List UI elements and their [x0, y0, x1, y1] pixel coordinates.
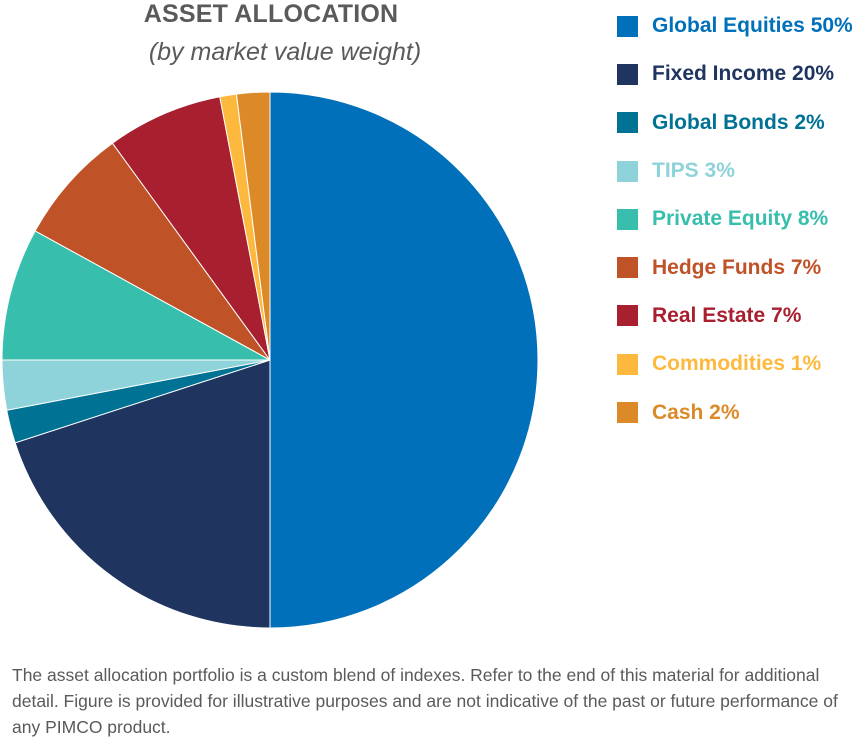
legend-swatch: [617, 353, 638, 375]
legend-swatch: [617, 15, 638, 37]
legend-item-cash: Cash 2%: [617, 388, 853, 436]
legend-swatch: [617, 63, 638, 85]
legend-item-hedge-funds: Hedge Funds 7%: [617, 243, 853, 291]
legend-swatch: [617, 305, 638, 327]
legend-label: Private Equity 8%: [652, 207, 829, 231]
pie-slice-cash: [235, 91, 271, 361]
legend-swatch: [617, 257, 638, 279]
legend-item-real-estate: Real Estate 7%: [617, 292, 853, 340]
legend-swatch: [617, 402, 638, 424]
legend-swatch: [617, 160, 638, 182]
legend-item-tips: TIPS 3%: [617, 147, 853, 195]
legend-label: Fixed Income 20%: [652, 62, 835, 86]
chart-subtitle: (by market value weight): [148, 38, 422, 66]
pie-slice-fixed-income: [14, 359, 271, 629]
chart-title: ASSET ALLOCATION: [143, 0, 399, 28]
pie-slice-global-equities: [269, 91, 539, 629]
legend-label: Global Bonds 2%: [652, 110, 825, 134]
legend-label: TIPS 3%: [652, 159, 735, 183]
legend-item-fixed-income: Fixed Income 20%: [617, 50, 853, 98]
legend-swatch: [617, 208, 638, 230]
legend-label: Real Estate 7%: [652, 303, 802, 327]
legend: Global Equities 50% Fixed Income 20% Glo…: [617, 2, 853, 437]
pie-chart: [1, 91, 539, 629]
footnote: The asset allocation portfolio is a cust…: [12, 665, 838, 737]
legend-label: Cash 2%: [652, 400, 740, 424]
legend-item-commodities: Commodities 1%: [617, 340, 853, 388]
pie-slice-private-equity: [1, 230, 271, 361]
legend-item-global-equities: Global Equities 50%: [617, 2, 853, 50]
legend-label: Hedge Funds 7%: [652, 255, 822, 279]
legend-item-private-equity: Private Equity 8%: [617, 195, 853, 243]
pie-slice-real-estate: [111, 96, 271, 361]
legend-label: Global Equities 50%: [652, 14, 853, 38]
legend-item-global-bonds: Global Bonds 2%: [617, 99, 853, 147]
pie-slice-hedge-funds: [34, 142, 271, 361]
legend-label: Commodities 1%: [652, 352, 822, 376]
legend-swatch: [617, 112, 638, 134]
